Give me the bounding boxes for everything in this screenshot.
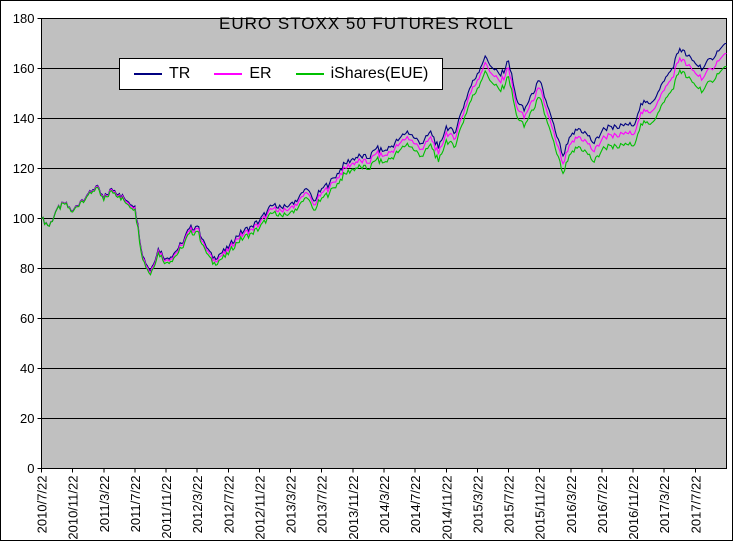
x-tick-label: 2014/3/22 [377,476,392,534]
y-tick-label: 140 [13,111,35,126]
chart-title: EURO STOXX 50 FUTURES ROLL [219,14,514,33]
legend-label-er: ER [249,65,272,82]
legend-item-tr: TR [134,65,190,83]
x-tick-label: 2010/11/22 [66,476,81,540]
x-tick-label: 2012/3/22 [190,476,205,534]
y-tick-label: 20 [20,411,34,426]
legend-label-ishares: iShares(EUE) [330,65,429,82]
y-tick-label: 120 [13,161,35,176]
series-line-er [41,52,727,274]
x-tick-label: 2014/11/22 [439,475,454,539]
legend: TR ER iShares(EUE) [119,58,444,90]
y-tick-label: 80 [20,261,34,276]
er-line-swatch-icon [214,73,243,75]
x-tick-label: 2015/3/22 [470,475,485,533]
y-tick-label: 180 [13,11,35,26]
x-tick-label: 2013/11/22 [346,476,361,540]
y-tick-label: 40 [20,361,34,376]
x-tick-label: 2017/3/22 [657,476,672,534]
x-tick-label: 2015/11/22 [533,476,548,540]
x-tick-label: 2011/7/22 [128,476,143,533]
y-tick-label: 160 [13,61,35,76]
x-tick-label: 2013/3/22 [284,476,299,534]
x-tick-label: 2012/7/22 [221,476,236,534]
x-tick-label: 2015/7/22 [502,476,517,534]
legend-label-tr: TR [169,65,191,82]
x-tick-label: 2013/7/22 [315,476,330,534]
y-tick-label: 100 [13,211,35,226]
x-tick-label: 2012/11/22 [252,476,267,540]
x-tick-label: 2011/3/22 [97,476,112,533]
x-tick-label: 2016/7/22 [595,476,610,534]
tr-line-swatch-icon [134,73,162,75]
x-tick-label: 2017/7/22 [688,476,703,534]
x-tick-label: 2010/7/22 [35,476,50,534]
y-tick-label: 0 [27,461,34,476]
legend-item-ishares: iShares(EUE) [295,65,429,83]
series-line-ishares-eue- [41,65,727,276]
ishares-line-swatch-icon [295,73,324,75]
x-tick-label: 2011/11/22 [159,476,174,539]
x-tick-label: 2016/11/22 [626,476,641,540]
legend-item-er: ER [214,65,272,83]
plot-area [41,18,727,469]
x-tick-label: 2016/3/22 [564,476,579,534]
x-tick-label: 2014/7/22 [408,476,423,534]
y-tick-label: 60 [20,311,34,326]
